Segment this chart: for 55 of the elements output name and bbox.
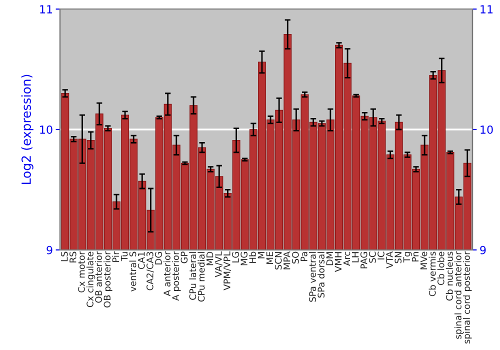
x-tick-label: SN [394, 252, 402, 264]
x-tick-label: M [258, 252, 264, 258]
x-tick-label: Cx motor [78, 251, 85, 292]
x-tick-label: Pn [412, 252, 419, 262]
x-tick-label: OB posterior [104, 251, 112, 308]
x-tick-label: Hb [249, 252, 256, 263]
x-tick-label: MG [240, 252, 248, 266]
x-tick-label: VA/VL [215, 251, 223, 278]
x-tick-label: GP [180, 252, 188, 264]
x-tick-label: MD [206, 252, 214, 266]
x-tick-label: IC [378, 252, 384, 260]
y-tick-label: 11 [40, 5, 52, 14]
x-tick-label: Cb lobe [437, 252, 444, 286]
x-tick-label: A posterior [172, 251, 181, 301]
y2-tick-label: 11 [480, 5, 493, 14]
x-tick-label: SC [369, 252, 376, 263]
x-tick-label: PAG [360, 252, 368, 268]
x-tick-label: LS [60, 252, 68, 262]
x-tick-label: SPa ventral [308, 252, 316, 302]
x-tick-label: OB anterior [95, 251, 102, 303]
y2-tick-label: 10 [480, 125, 493, 134]
x-tick-label: RS [69, 252, 76, 262]
x-tick-label: VTA [386, 251, 393, 268]
x-tick-label: Pir [112, 251, 119, 262]
x-tick-label: MVe [420, 252, 428, 270]
x-tick-label: CPu medial [198, 252, 205, 302]
x-tick-label: Cb vermis [428, 252, 436, 296]
y-tick-label: 9 [46, 246, 52, 254]
x-tick-label: SO [292, 252, 299, 264]
x-tick-label: SPa dorsal [318, 252, 324, 298]
x-tick-label: ventral S [129, 252, 136, 292]
x-tick-label: A anterior [163, 251, 170, 296]
x-tick-label: CA2/CA3 [146, 252, 154, 290]
x-tick-label: Arc [343, 252, 350, 266]
x-tick-label: Tg [403, 252, 412, 263]
y2-tick-label: 9 [480, 246, 486, 254]
x-tick-label: Pa [300, 252, 308, 261]
x-tick-label: LG [232, 252, 239, 262]
y-axis-title: Log2 (expression) [21, 74, 34, 184]
x-tick-label: LH [352, 252, 359, 262]
x-tick-label: CA1 [138, 252, 145, 270]
y-tick-label: 10 [40, 125, 52, 134]
x-tick-label: VPM/VPL [224, 251, 232, 290]
x-tick-label: Tu [120, 252, 128, 262]
x-tick-label: CPu lateral [189, 252, 196, 300]
x-tick-label: DM [326, 252, 333, 266]
x-tick-label: Cx cingulate [86, 252, 96, 308]
x-tick-label: MPA [284, 251, 290, 270]
x-tick-label: DG [155, 252, 162, 264]
x-tick-label: ME [266, 252, 274, 264]
x-tick-label: Cb nucleus [446, 252, 453, 301]
x-tick-label: SCN [274, 252, 282, 270]
x-tick-label: VMH [334, 252, 342, 272]
x-tick-label: spinal cord anterior [454, 251, 464, 339]
x-tick-label: spinal cord posterior [462, 251, 472, 344]
